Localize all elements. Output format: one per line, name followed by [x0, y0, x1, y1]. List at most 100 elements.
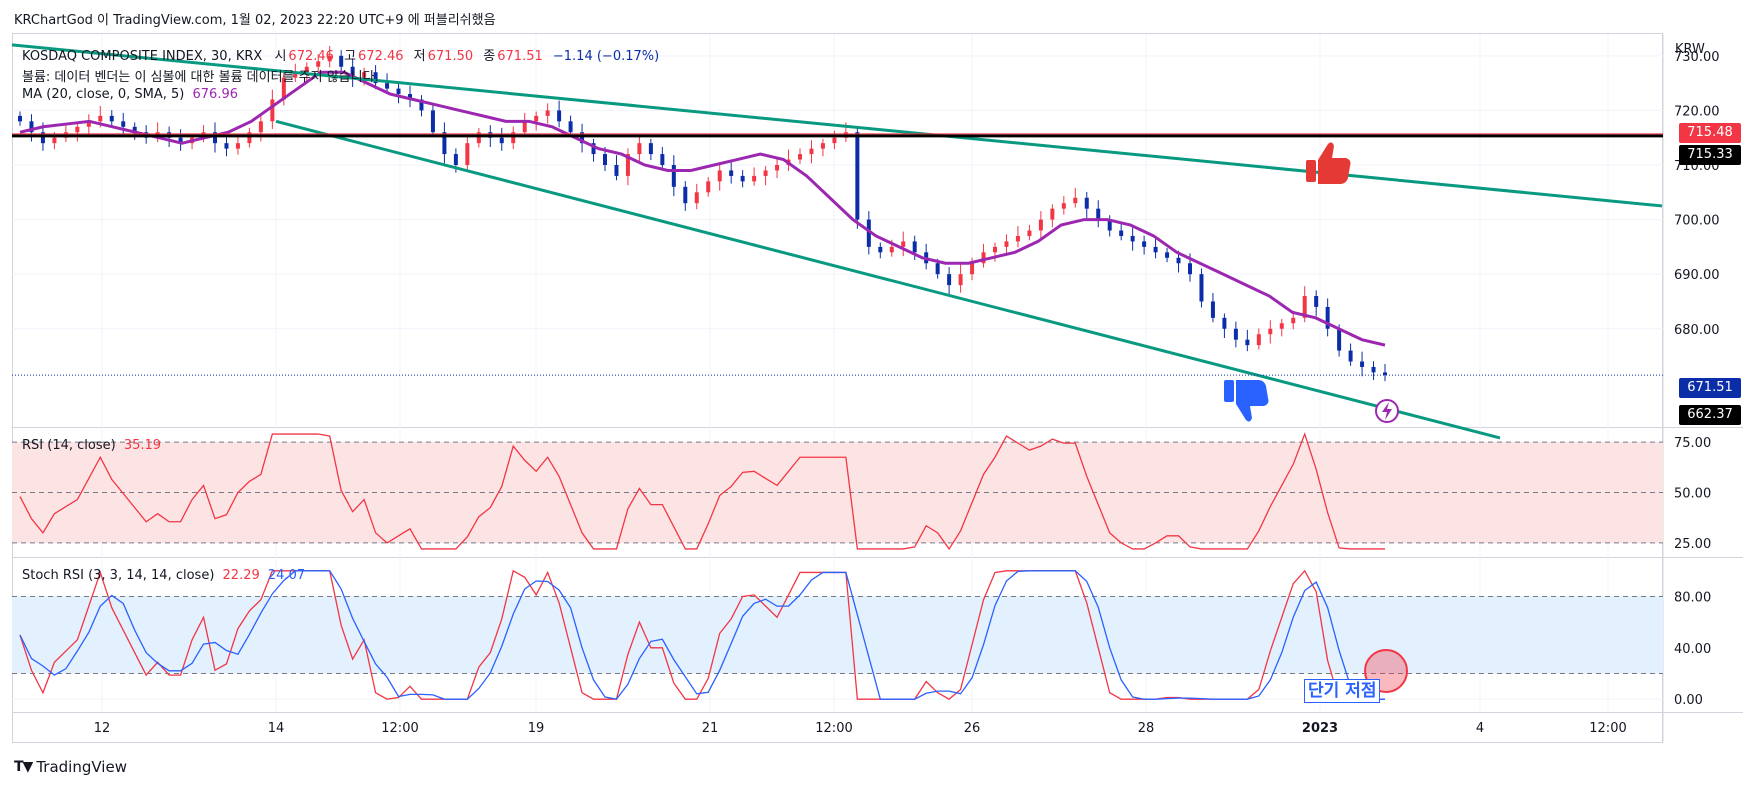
candle-body [534, 115, 539, 122]
candle-body [350, 66, 355, 78]
candle-body [889, 246, 894, 253]
candle-body [362, 72, 367, 78]
candle-body [327, 55, 332, 62]
candle-body [935, 263, 940, 275]
thumbs-down-icon-cuff [1224, 380, 1234, 402]
candle-body [465, 143, 470, 165]
candle-body [1233, 328, 1238, 340]
candle-body [373, 72, 378, 84]
candle-body [18, 115, 22, 122]
footer-brand[interactable]: T▼ TradingView [14, 758, 127, 776]
stoch-legend[interactable]: Stoch RSI (3, 3, 14, 14, close) 22.29 24… [22, 568, 305, 583]
rsi-line [19, 432, 1385, 551]
candle-body [453, 154, 458, 165]
candle-body [912, 241, 917, 253]
price-unit: KRW [1675, 42, 1705, 57]
candle-body [1302, 296, 1307, 318]
candle-body [614, 165, 619, 176]
candle-body [270, 99, 275, 122]
candle-body [694, 192, 699, 204]
candle-body [637, 143, 642, 155]
x-tick-label: 28 [1138, 721, 1155, 736]
candle-body [855, 132, 860, 220]
candle-body [1153, 246, 1158, 253]
rsi-tick-label: 50.00 [1674, 487, 1711, 502]
candle-body [75, 126, 80, 133]
candle-body [1325, 306, 1330, 329]
candle-body [970, 263, 975, 275]
thumbs-down-icon [1224, 380, 1269, 422]
candle-body [385, 83, 390, 89]
candle-body [981, 252, 986, 264]
low-value: 671.50 [427, 49, 474, 64]
candle-body [820, 143, 825, 149]
price-tick-label: 690.00 [1674, 268, 1720, 283]
ma-label: MA (20, close, 0, SMA, 5) [22, 87, 185, 102]
candle-body [1291, 317, 1296, 324]
x-tick-label: 12:00 [815, 721, 852, 736]
rsi-value: 35.19 [123, 438, 162, 453]
candle-body [1084, 197, 1089, 209]
thumbs-up-icon [1306, 142, 1351, 184]
price-tag-last: 671.51 [1679, 378, 1741, 398]
short-term-bottom-note: 단기 저점 [1304, 679, 1381, 703]
candle-body [522, 121, 527, 133]
x-tick-label: 12:00 [1589, 721, 1626, 736]
candle-body [511, 132, 516, 144]
candle-body [568, 121, 573, 133]
candle-body [763, 170, 768, 176]
price-tag-resistance-a: 715.48 [1679, 123, 1741, 143]
candle-body [1314, 296, 1319, 307]
high-label: 고 [344, 49, 357, 64]
candle-body [1107, 219, 1112, 231]
x-tick-label: 12:00 [381, 721, 418, 736]
candle-body [1096, 208, 1101, 220]
candle-body [557, 110, 562, 122]
candle-body [247, 132, 252, 144]
candle-body [729, 170, 734, 176]
candle-body [1360, 361, 1365, 367]
candle-body [98, 115, 103, 122]
candle-body [213, 132, 217, 144]
rsi-tick-label: 75.00 [1674, 436, 1711, 451]
candle-body [1210, 301, 1215, 318]
candle-body [1188, 263, 1192, 275]
candle-body [1371, 366, 1376, 373]
x-tick-label: 14 [268, 721, 285, 736]
rsi-band [12, 442, 1663, 543]
candle-body [1061, 203, 1066, 209]
candle-body [109, 115, 114, 122]
candle-body [1004, 241, 1009, 247]
price-tick-label: 700.00 [1674, 214, 1720, 229]
candle-body [178, 137, 183, 144]
ma-legend[interactable]: MA (20, close, 0, SMA, 5) 676.96 [22, 87, 238, 102]
symbol-title[interactable]: KOSDAQ COMPOSITE INDEX, 30, KRX [22, 49, 263, 64]
thumbs-up-icon-cuff [1306, 160, 1316, 182]
price-tag-lower-level: 662.37 [1679, 405, 1741, 425]
candle-body [798, 154, 802, 160]
candle-body [1015, 235, 1020, 242]
rsi-label: RSI (14, close) [22, 438, 116, 453]
candle-body [1073, 197, 1078, 204]
candle-body [419, 99, 424, 111]
rsi-legend[interactable]: RSI (14, close) 35.19 [22, 438, 161, 453]
candle-body [132, 126, 137, 133]
candle-body [1119, 230, 1124, 236]
candle-body [1050, 208, 1055, 220]
candle-body [442, 132, 447, 155]
price-tag-resistance-b: 715.33 [1679, 145, 1741, 165]
candle-body [29, 121, 34, 133]
candle-body [625, 154, 630, 176]
stoch-k-value: 22.29 [222, 568, 260, 583]
candle-body [832, 137, 837, 144]
candle-body [775, 165, 780, 171]
stoch-d-value: 24.07 [267, 568, 306, 583]
x-tick-label: 4 [1476, 721, 1484, 736]
candle-body [993, 246, 997, 253]
stoch-tick-label: 40.00 [1674, 642, 1711, 657]
close-value: 671.51 [497, 49, 543, 64]
candle-body [648, 143, 653, 155]
candle-body [603, 154, 607, 165]
candle-body [52, 137, 57, 144]
